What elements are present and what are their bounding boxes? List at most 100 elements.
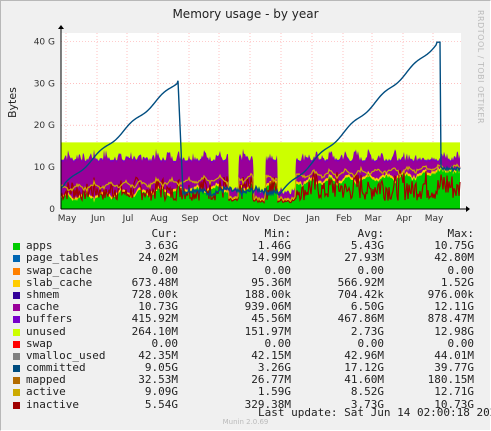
legend-swatch [13,267,20,275]
legend-swatch [13,340,20,348]
y-tick-label: 20 G [34,121,55,131]
legend-series-name: apps [26,239,53,253]
legend-min-value: 1.46G [257,239,291,253]
legend-avg-value: 704.42k [337,287,384,301]
legend-cur-value: 0.00 [151,263,179,277]
legend-cur-value: 0.00 [151,336,179,350]
legend-min-value: 939.06M [244,300,291,314]
legend-series-name: slab_cache [26,275,93,289]
legend-row-swap-cache: swap_cache 0.00 0.00 0.00 0.00 [10,263,480,277]
x-tick-label: May [58,214,77,224]
x-tick-label: Jan [305,214,320,224]
legend-swatch [13,365,20,373]
legend-header: Cur: Min: Avg: Max: [10,227,480,240]
line-active [60,163,461,202]
legend-cur-value: 673.48M [131,275,178,289]
legend-series-name: unused [26,324,66,338]
legend-swatch [13,401,20,409]
legend-row-slab-cache: slab_cache 673.48M 95.36M 566.92M 1.52G [10,275,480,289]
legend-avg-value: 566.92M [337,275,384,289]
legend-swatch [13,291,20,299]
y-tick-label: 40 G [34,37,55,47]
legend-cur-value: 9.05G [144,361,178,375]
legend-series-name: cache [26,300,60,314]
header-cur: Cur: [151,227,179,240]
legend-series-name: committed [26,361,86,375]
x-tick-label: Feb [336,214,352,224]
legend-cur-value: 10.73G [138,300,178,314]
legend-avg-value: 8.52G [350,385,384,399]
legend-series-name: mapped [26,373,66,387]
legend-min-value: 0.00 [264,336,292,350]
legend-series-name: shmem [26,287,60,301]
legend-swatch [13,377,20,385]
last-update: Last update: Sat Jun 14 02:00:18 2025 [258,406,491,419]
x-tick-label: Sep [182,214,199,224]
legend-min-value: 1.59G [257,385,291,399]
legend-min-value: 3.26G [257,361,291,375]
legend-cur-value: 3.63G [144,239,178,253]
x-tick-label: Dec [273,214,290,224]
legend-min-value: 42.15M [251,348,291,362]
legend-row-buffers: buffers 415.92M 45.56M 467.86M 878.47M [10,313,480,325]
legend-avg-value: 6.50G [350,300,384,314]
legend-swatch [13,352,20,360]
legend-min-value: 26.77M [251,373,291,387]
legend-row-swap: swap 0.00 0.00 0.00 0.00 [10,336,480,350]
memory-chart: May Jun Jul Aug Sep Oct Nov Dec Jan Feb Mar Apr May0… [34,25,470,224]
legend-max-value: 1.52G [440,275,474,289]
x-tick-label: Oct [212,214,228,224]
legend-avg-value: 27.93M [344,251,384,265]
header-avg: Avg: [357,227,385,240]
legend-swatch [13,243,20,251]
rrdtool-credit: RRDTOOL / TOBI OETIKER [476,10,485,125]
munin-version: Munin 2.0.69 [222,418,269,426]
legend-avg-value: 5.43G [350,239,384,253]
legend-max-value: 12.71G [434,385,474,399]
legend-row-active: active 9.09G 1.59G 8.52G 12.71G [10,386,480,398]
legend-row-inactive: inactive 5.54G 329.38M 3.73G 10.73G [10,397,480,411]
legend-series-name: inactive [26,397,79,411]
legend-avg-value: 467.86M [337,312,384,326]
legend-min-value: 329.38M [244,397,291,411]
legend-max-value: 42.80M [434,251,474,265]
x-tick-label: Jun [90,214,105,224]
legend-cur-value: 728.00k [131,287,178,301]
legend-row-vmalloc-used: vmalloc_used 42.35M 42.15M 42.96M 44.01M [10,348,480,362]
legend-swatch [13,328,20,336]
legend-min-value: 0.00 [264,263,292,277]
y-axis-arrow [58,25,64,29]
x-tick-label: Mar [365,214,382,224]
tick-labels: May Jun Jul Aug Sep Oct Nov Dec Jan Feb Mar Apr May0… [34,37,444,224]
legend-cur-value: 42.35M [138,348,178,362]
x-tick-label: Jul [122,214,134,224]
legend-series-name: active [26,385,66,399]
line-committed [60,41,461,198]
legend-cur-value: 415.92M [131,312,178,326]
legend-max-value: 180.15M [427,373,474,387]
x-tick-label: Apr [396,214,412,224]
x-tick-label: May [425,214,444,224]
legend-min-value: 45.56M [251,312,291,326]
legend-row-cache: cache 10.73G 939.06M 6.50G 12.11G [10,300,480,314]
x-tick-label: Nov [242,214,260,224]
legend-avg-value: 41.60M [344,373,384,387]
legend-avg-value: 42.96M [344,348,384,362]
legend-cur-value: 32.53M [138,373,178,387]
y-tick-label: 10 G [34,163,55,173]
legend-swatch [13,279,20,287]
legend-series-name: vmalloc_used [26,348,106,362]
legend-swatch [13,255,20,263]
legend-row-committed: committed 9.05G 3.26G 17.12G 39.77G [10,361,480,375]
legend-max-value: 12.98G [434,324,474,338]
legend-max-value: 976.00k [427,287,474,301]
legend-row-shmem: shmem 728.00k 188.00k 704.42k 976.00k [10,287,480,301]
axes [58,25,470,212]
y-tick-label: 30 G [34,79,55,89]
legend-cur-value: 9.09G [144,385,178,399]
legend-row-apps: apps 3.63G 1.46G 5.43G 10.75G [10,239,480,253]
legend-avg-value: 2.73G [350,324,384,338]
x-tick-label: Aug [150,214,168,224]
legend-series-name: swap [26,336,53,350]
legend-avg-value: 0.00 [357,336,385,350]
